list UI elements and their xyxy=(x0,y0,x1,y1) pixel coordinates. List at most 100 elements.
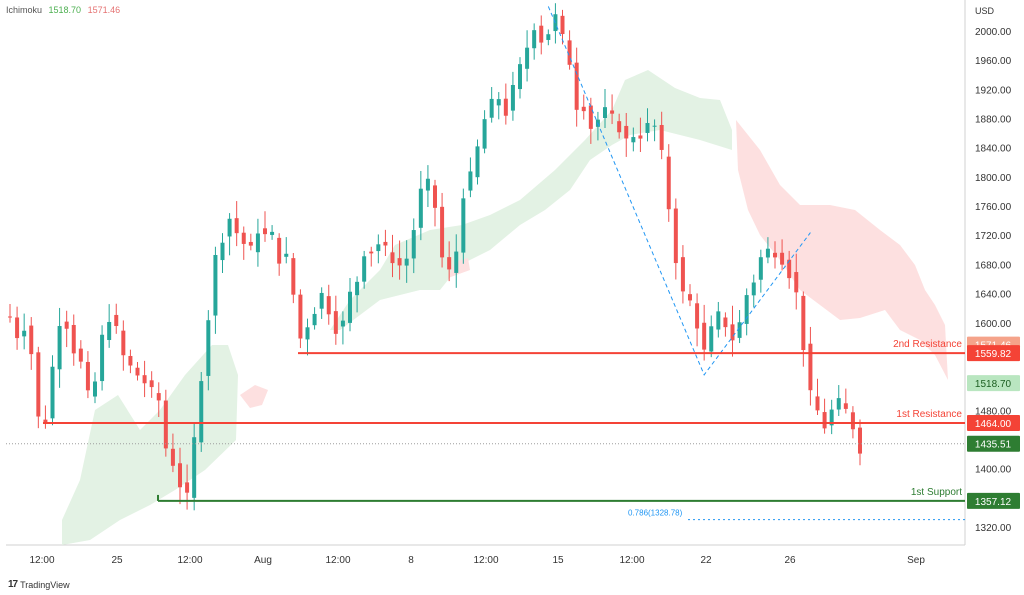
candle-body xyxy=(489,98,494,118)
candle-body xyxy=(773,252,777,258)
candle-body xyxy=(213,255,218,316)
candle-body xyxy=(440,206,445,258)
ichimoku-cloud-bearish xyxy=(240,385,268,408)
ichimoku-cloud-bullish xyxy=(330,70,732,330)
x-tick-label: 25 xyxy=(111,555,123,566)
x-tick-label: 26 xyxy=(784,555,796,566)
x-tick-label: 12:00 xyxy=(619,555,644,566)
indicator-name: Ichimoku xyxy=(6,5,43,15)
candle-body xyxy=(652,125,657,127)
candle-body xyxy=(496,99,501,106)
candle-body xyxy=(156,393,161,401)
candle-body xyxy=(808,343,813,391)
price-tag-cloud-bottom-bg xyxy=(967,375,1020,392)
candle-body xyxy=(680,257,685,292)
candle-body xyxy=(539,25,544,43)
candle-body xyxy=(15,317,20,339)
candle-body xyxy=(149,380,154,388)
x-tick-label: Aug xyxy=(254,555,272,566)
candle-body xyxy=(50,366,55,419)
candle-body xyxy=(624,125,629,139)
candle-body xyxy=(369,251,374,254)
candle-body xyxy=(376,244,381,252)
candle-body xyxy=(447,257,452,270)
brand-footer[interactable]: 17 TradingView xyxy=(8,579,70,590)
candle-body xyxy=(666,156,671,210)
candle-body xyxy=(560,15,565,35)
candle-body xyxy=(163,400,168,449)
candle-body xyxy=(78,348,83,362)
y-tick-label: 1480.00 xyxy=(975,406,1012,417)
candle-body xyxy=(581,106,586,112)
candle-body xyxy=(758,257,763,280)
y-tick-label: 1960.00 xyxy=(975,56,1012,67)
candle-body xyxy=(248,241,253,246)
candle-body xyxy=(178,463,182,488)
price-tag-2nd-resistance: 1559.82 xyxy=(975,349,1012,360)
y-tick-label: 1880.00 xyxy=(975,115,1012,126)
candle-body xyxy=(723,317,728,328)
candle-body xyxy=(220,242,225,261)
brand-name: TradingView xyxy=(20,579,70,590)
y-tick-label: 1840.00 xyxy=(975,144,1012,155)
candle-body xyxy=(751,282,756,296)
candle-body xyxy=(135,367,140,376)
candle-body xyxy=(787,259,792,279)
candle-body xyxy=(390,252,395,264)
indicator-legend[interactable]: Ichimoku 1518.70 1571.46 xyxy=(6,5,124,15)
candle-body xyxy=(29,325,34,355)
candle-body xyxy=(404,258,409,266)
candle-body xyxy=(107,321,112,341)
axis-currency: USD xyxy=(975,6,995,16)
candle-body xyxy=(525,47,530,69)
candle-body xyxy=(588,105,593,129)
ichimoku-cloud-bearish xyxy=(448,258,470,278)
candle-body xyxy=(468,171,473,191)
candle-body xyxy=(128,355,133,366)
indicator-value-a: 1518.70 xyxy=(48,5,82,15)
y-tick-label: 1600.00 xyxy=(975,319,1012,330)
candle-body xyxy=(603,107,607,119)
fib-label: 0.786(1328.78) xyxy=(628,509,683,518)
candle-body xyxy=(631,137,636,143)
candle-body xyxy=(234,218,239,234)
candle-body xyxy=(659,125,664,150)
candle-body xyxy=(482,119,487,149)
y-tick-label: 1640.00 xyxy=(975,290,1012,301)
candle-body xyxy=(355,281,360,296)
candle-body xyxy=(744,295,749,324)
candle-body xyxy=(709,326,714,352)
candle-body xyxy=(348,291,352,323)
candle-body xyxy=(8,316,12,318)
candle-body xyxy=(475,146,480,178)
candle-body xyxy=(284,253,289,257)
price-tag-last: 1435.51 xyxy=(975,440,1012,451)
price-tag-last-bg xyxy=(967,435,1020,452)
candle-body xyxy=(836,398,841,410)
candle-body xyxy=(695,303,700,329)
x-tick-label: 12:00 xyxy=(29,555,54,566)
price-tag-1st-resistance-bg xyxy=(967,414,1020,431)
candle-body xyxy=(780,252,785,265)
candle-body xyxy=(36,352,41,417)
price-tag-1st-support-bg xyxy=(967,492,1020,509)
price-tag-cloud-bottom: 1518.70 xyxy=(975,379,1012,390)
candle-body xyxy=(532,30,537,49)
candle-body xyxy=(277,237,282,264)
level-label: 1st Support xyxy=(911,487,962,498)
candle-body xyxy=(114,314,119,327)
y-tick-label: 1320.00 xyxy=(975,523,1012,534)
candle-body xyxy=(43,419,48,423)
candle-body xyxy=(567,40,572,65)
candle-body xyxy=(418,188,423,228)
candle-body xyxy=(716,311,721,330)
price-tag-1st-support: 1357.12 xyxy=(975,497,1012,508)
candle-body xyxy=(461,198,466,253)
candle-body xyxy=(730,324,735,341)
candle-body xyxy=(383,241,388,246)
x-tick-label: 15 xyxy=(552,555,564,566)
candle-body xyxy=(397,258,402,266)
y-tick-label: 1400.00 xyxy=(975,465,1012,476)
y-tick-label: 2000.00 xyxy=(975,27,1012,38)
